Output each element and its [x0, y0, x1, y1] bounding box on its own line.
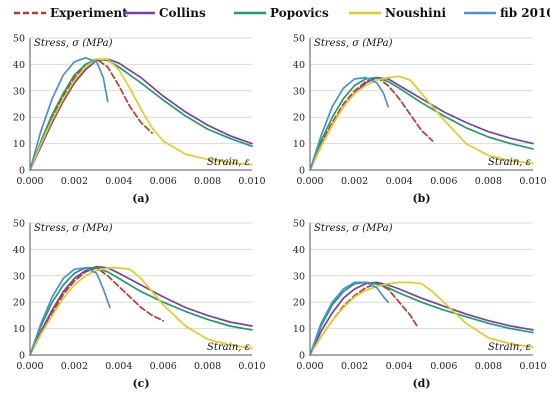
panel-c-x-axis-title: Strain, ε [207, 342, 250, 353]
panel-d-x-tick-label: 0.006 [430, 361, 457, 372]
panel-d-series-popovics [309, 281, 534, 356]
legend-label-popovics: Popovics [270, 6, 329, 20]
panel-b-x-tick-label: 0.006 [430, 176, 457, 187]
panel-d-x-tick-label: 0.004 [386, 361, 413, 372]
panel-c-series-fib-2010 [29, 267, 111, 356]
panel-a-label: (a) [132, 192, 150, 205]
panel-b-x-tick-label: 0.000 [296, 176, 323, 187]
panel-d-series-fib-2010 [309, 281, 389, 356]
panel-c-x-tick-label: 0.004 [105, 361, 132, 372]
panel-b-x-tick-label: 0.010 [519, 176, 546, 187]
panel-c-y-axis-title: Stress, σ (MPa) [34, 223, 113, 234]
panel-c-series-popovics [29, 267, 253, 356]
panel-c-x-tick-label: 0.006 [150, 361, 177, 372]
legend-label-noushini: Noushini [385, 6, 446, 20]
legend-label-collins: Collins [159, 6, 206, 20]
panel-d-y-tick-label: 10 [293, 324, 305, 335]
panel-b-y-tick-label: 30 [293, 86, 305, 97]
panel-a-x-tick-label: 0.010 [238, 176, 265, 187]
panel-b-y-tick-label: 40 [293, 60, 305, 71]
panel-d-series-collins [309, 281, 534, 356]
panel-a-series-noushini [29, 58, 253, 171]
panel-a-series-popovics [29, 58, 253, 171]
panel-d-y-tick-label: 30 [293, 271, 305, 282]
panel-c: 0 10 20 30 40 50 0.000 0.002 0.004 0.006 0.008 0.01… [13, 219, 266, 391]
legend-label-fib-2010: fib 2010 [500, 6, 550, 20]
chart-panels: 0 10 20 30 40 50 0.000 0.002 0.004 0.006 0.008 0.01… [13, 34, 547, 391]
panel-a-y-tick-label: 10 [13, 139, 25, 150]
panel-b-series-popovics [309, 76, 534, 171]
panel-a-x-tick-label: 0.004 [105, 176, 132, 187]
panel-a-y-tick-label: 20 [13, 113, 25, 124]
panel-d-series-experiment [309, 282, 418, 356]
panel-b-series-fib-2010 [309, 76, 389, 171]
panel-a-series-experiment [29, 58, 153, 171]
panel-d-series-noushini [309, 281, 534, 356]
legend-item-popovics: Popovics [234, 6, 329, 20]
panel-d: 0 10 20 30 40 50 0.000 0.002 0.004 0.006 0.008 0.01… [293, 219, 547, 391]
panel-d-y-tick-label: 50 [293, 219, 305, 230]
panel-a-y-tick-label: 40 [13, 60, 25, 71]
panel-c-y-tick-label: 30 [13, 271, 25, 282]
panel-c-x-tick-label: 0.008 [194, 361, 221, 372]
panel-c-y-tick-label: 40 [13, 245, 25, 256]
panel-d-y-axis-title: Stress, σ (MPa) [314, 223, 393, 234]
panel-a-y-tick-label: 30 [13, 86, 25, 97]
panel-b-x-tick-label: 0.004 [386, 176, 413, 187]
panel-a-y-axis-title: Stress, σ (MPa) [34, 38, 113, 49]
panel-c-y-tick-label: 20 [13, 298, 25, 309]
panel-b-x-tick-label: 0.002 [341, 176, 368, 187]
panel-a: 0 10 20 30 40 50 0.000 0.002 0.004 0.006 0.008 0.01… [13, 34, 266, 206]
panel-a-x-tick-label: 0.006 [150, 176, 177, 187]
panel-d-y-tick-label: 20 [293, 298, 305, 309]
legend: Experiment Collins Popovics Noushini fib 201… [14, 6, 550, 20]
panel-b-label: (b) [412, 192, 430, 205]
panel-b-y-axis-title: Stress, σ (MPa) [314, 38, 393, 49]
legend-item-experiment: Experiment [14, 6, 128, 20]
panel-a-x-tick-label: 0.008 [194, 176, 221, 187]
panel-d-x-axis-title: Strain, ε [488, 342, 531, 353]
panel-a-x-tick-label: 0.000 [16, 176, 43, 187]
panel-b-y-tick-label: 10 [293, 139, 305, 150]
panel-b-x-axis-title: Strain, ε [488, 157, 531, 168]
panel-d-x-tick-label: 0.000 [296, 361, 323, 372]
panel-b: 0 10 20 30 40 50 0.000 0.002 0.004 0.006 0.008 0.01… [293, 34, 547, 206]
legend-label-experiment: Experiment [50, 6, 128, 20]
panel-a-x-axis-title: Strain, ε [207, 157, 250, 168]
panel-d-x-tick-label: 0.008 [475, 361, 502, 372]
panel-c-x-tick-label: 0.010 [238, 361, 265, 372]
panel-d-y-tick-label: 0 [299, 351, 305, 362]
panel-c-x-tick-label: 0.002 [61, 361, 88, 372]
panel-b-y-tick-label: 20 [293, 113, 305, 124]
panel-d-label: (d) [412, 377, 430, 390]
panel-d-x-tick-label: 0.002 [341, 361, 368, 372]
panel-c-x-tick-label: 0.000 [16, 361, 43, 372]
panel-b-y-tick-label: 50 [293, 34, 305, 45]
panel-a-y-tick-label: 0 [19, 166, 25, 177]
panel-c-y-tick-label: 0 [19, 351, 25, 362]
panel-c-y-tick-label: 50 [13, 219, 25, 230]
panel-a-y-tick-label: 50 [13, 34, 25, 45]
panel-c-label: (c) [132, 377, 149, 390]
legend-item-noushini: Noushini [349, 6, 446, 20]
panel-b-series-noushini [309, 75, 534, 171]
legend-item-fib-2010: fib 2010 [464, 6, 550, 20]
legend-item-collins: Collins [123, 6, 206, 20]
panel-b-y-tick-label: 0 [299, 166, 305, 177]
panel-a-series-fib-2010 [29, 56, 109, 171]
panel-d-y-tick-label: 40 [293, 245, 305, 256]
panel-a-x-tick-label: 0.002 [61, 176, 88, 187]
panel-d-x-tick-label: 0.010 [519, 361, 546, 372]
panel-c-y-tick-label: 10 [13, 324, 25, 335]
panel-b-x-tick-label: 0.008 [475, 176, 502, 187]
panel-c-series-noushini [29, 267, 253, 356]
